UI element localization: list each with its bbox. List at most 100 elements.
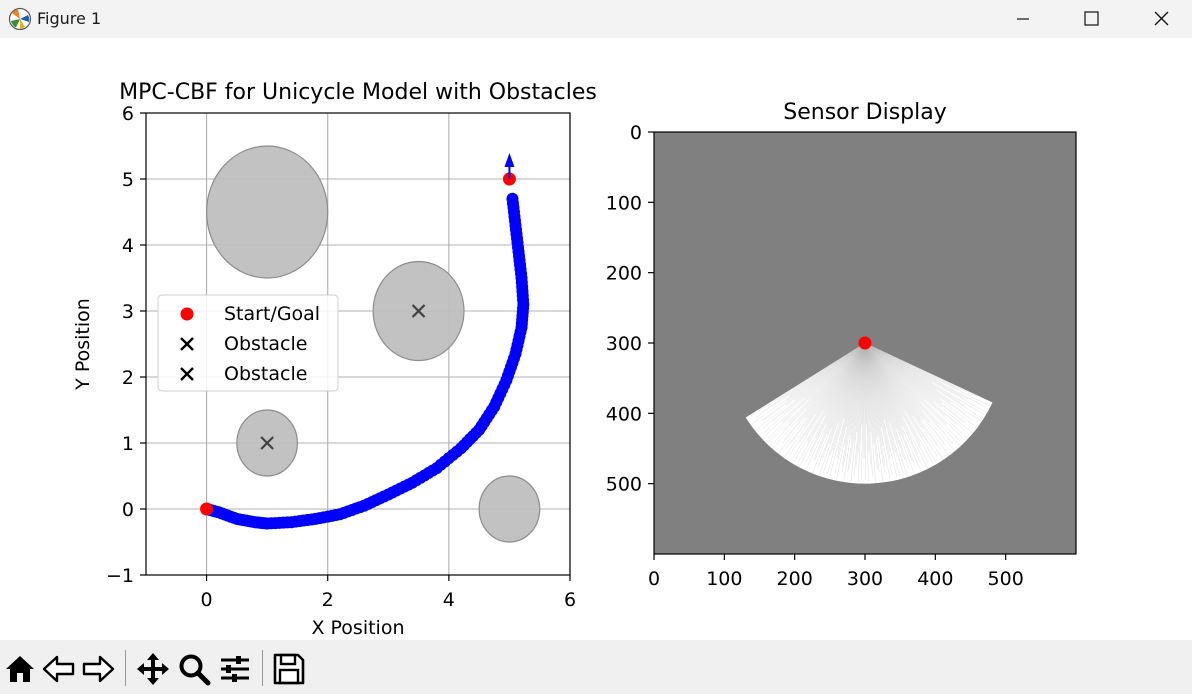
navigation-toolbar <box>0 640 1192 694</box>
sensor-ray <box>767 342 866 440</box>
sensor-ray <box>842 342 866 473</box>
obstacle-center-marker <box>411 304 426 318</box>
sensor-ray <box>777 342 866 454</box>
sensor-ray <box>850 342 866 483</box>
sensor-ray <box>864 342 978 428</box>
start-marker <box>200 502 214 516</box>
sensor-ray <box>843 342 866 483</box>
markers <box>200 153 516 516</box>
sensor-ray <box>747 342 866 419</box>
sensor-ray <box>864 342 929 445</box>
x-tick-label: 0 <box>648 568 660 590</box>
sensor-ray <box>763 342 866 421</box>
toolbar-separator <box>125 650 126 686</box>
chart-title: MPC-CBF for Unicycle Model with Obstacle… <box>119 80 597 105</box>
close-icon <box>1154 11 1169 26</box>
sensor-ray <box>864 342 878 469</box>
save-button[interactable] <box>272 652 306 686</box>
figure-canvas[interactable]: 0 2 4 6 −1 0 1 2 3 4 5 6 MPC-CBF for Unicycle Model… <box>0 38 1192 640</box>
sensor-ray <box>864 342 871 464</box>
home-icon <box>6 656 34 682</box>
sensor-ray <box>812 342 866 474</box>
sensor-ray <box>864 342 948 425</box>
sensor-ray <box>864 342 885 473</box>
sensor-ray <box>864 342 984 415</box>
back-icon <box>42 655 75 683</box>
sensor-ray <box>798 342 866 462</box>
sensor-ray <box>864 342 934 463</box>
y-tick-label: 100 <box>606 192 642 214</box>
sensor-ray <box>864 342 977 397</box>
sensor-ray <box>790 342 866 461</box>
pan-icon <box>137 653 169 685</box>
sensor-ray <box>813 342 866 461</box>
sensor-ray <box>836 342 866 481</box>
sensor-ray <box>863 342 866 459</box>
sensor-ray <box>864 342 921 464</box>
minimize-button[interactable] <box>1000 0 1046 38</box>
sensor-ray <box>764 342 866 436</box>
configure-subplots-icon <box>221 656 249 682</box>
sensor-ray <box>760 342 866 436</box>
sensor-ray <box>792 342 866 389</box>
sensor-ray <box>786 342 866 448</box>
sensor-ray <box>864 342 876 483</box>
sensor-ray <box>780 342 866 423</box>
forward-button[interactable] <box>81 652 115 686</box>
sensor-ray <box>755 342 866 431</box>
sensor-ray <box>864 342 929 464</box>
x-tick-label: 300 <box>847 568 883 590</box>
sensor-ray <box>864 342 928 468</box>
sensor-ray <box>782 342 866 432</box>
sensor-ray <box>864 342 938 457</box>
sensor-ray <box>864 342 905 460</box>
sensor-ray <box>864 342 950 456</box>
sensor-ray <box>864 342 956 425</box>
x-tick-label: 6 <box>564 589 576 611</box>
close-button[interactable] <box>1138 0 1184 38</box>
toolbar-separator <box>262 650 263 686</box>
ticks: 0 2 4 6 −1 0 1 2 3 4 5 6 <box>106 103 576 611</box>
sensor-ray <box>798 342 866 444</box>
legend-obstacle-marker <box>180 367 194 381</box>
sensor-ray <box>864 342 990 407</box>
sensor-ray <box>789 342 866 455</box>
back-button[interactable] <box>42 652 76 686</box>
axes-frame <box>145 112 571 576</box>
sensor-ray <box>829 342 866 477</box>
sensor-ray <box>864 342 891 481</box>
sensor-ray <box>864 342 946 434</box>
zoom-button[interactable] <box>177 652 211 686</box>
sensor-ray <box>864 342 979 417</box>
sensor-ray <box>864 342 904 474</box>
sensor-axes: 0 100 200 300 400 500 0 100 200 300 400 500 Sensor … <box>606 100 1077 590</box>
sensor-ray <box>750 342 866 426</box>
sensor-ray <box>864 342 960 446</box>
y-tick-label: 5 <box>122 169 134 191</box>
x-tick-label: 100 <box>706 568 742 590</box>
maximize-button[interactable] <box>1068 0 1114 38</box>
sensor-ray <box>864 342 969 400</box>
sensor-ray <box>864 342 961 442</box>
ticks: 0 100 200 300 400 500 0 100 200 300 400 500 <box>606 122 1024 590</box>
sensor-ray <box>864 342 965 423</box>
sensor-ray <box>864 342 967 424</box>
sensor-ray <box>858 342 866 482</box>
sensor-origin-marker <box>858 336 872 350</box>
obstacle-circle <box>205 145 329 279</box>
legend-label-obstacle: Obstacle <box>224 333 307 355</box>
sensor-ray <box>806 342 866 445</box>
sensor-ray <box>849 342 866 469</box>
configure-subplots-button[interactable] <box>218 652 252 686</box>
sensor-ray <box>864 342 898 478</box>
sensor-ray <box>822 342 866 459</box>
sensor-ray <box>864 342 966 407</box>
sensor-ray <box>864 342 953 445</box>
y-tick-label: 200 <box>606 263 642 285</box>
sensor-ray <box>864 342 944 442</box>
pan-button[interactable] <box>136 652 170 686</box>
sensor-ray <box>864 342 967 415</box>
legend-obstacle-marker <box>180 337 194 351</box>
sensor-ray <box>864 342 985 399</box>
home-button[interactable] <box>3 652 37 686</box>
